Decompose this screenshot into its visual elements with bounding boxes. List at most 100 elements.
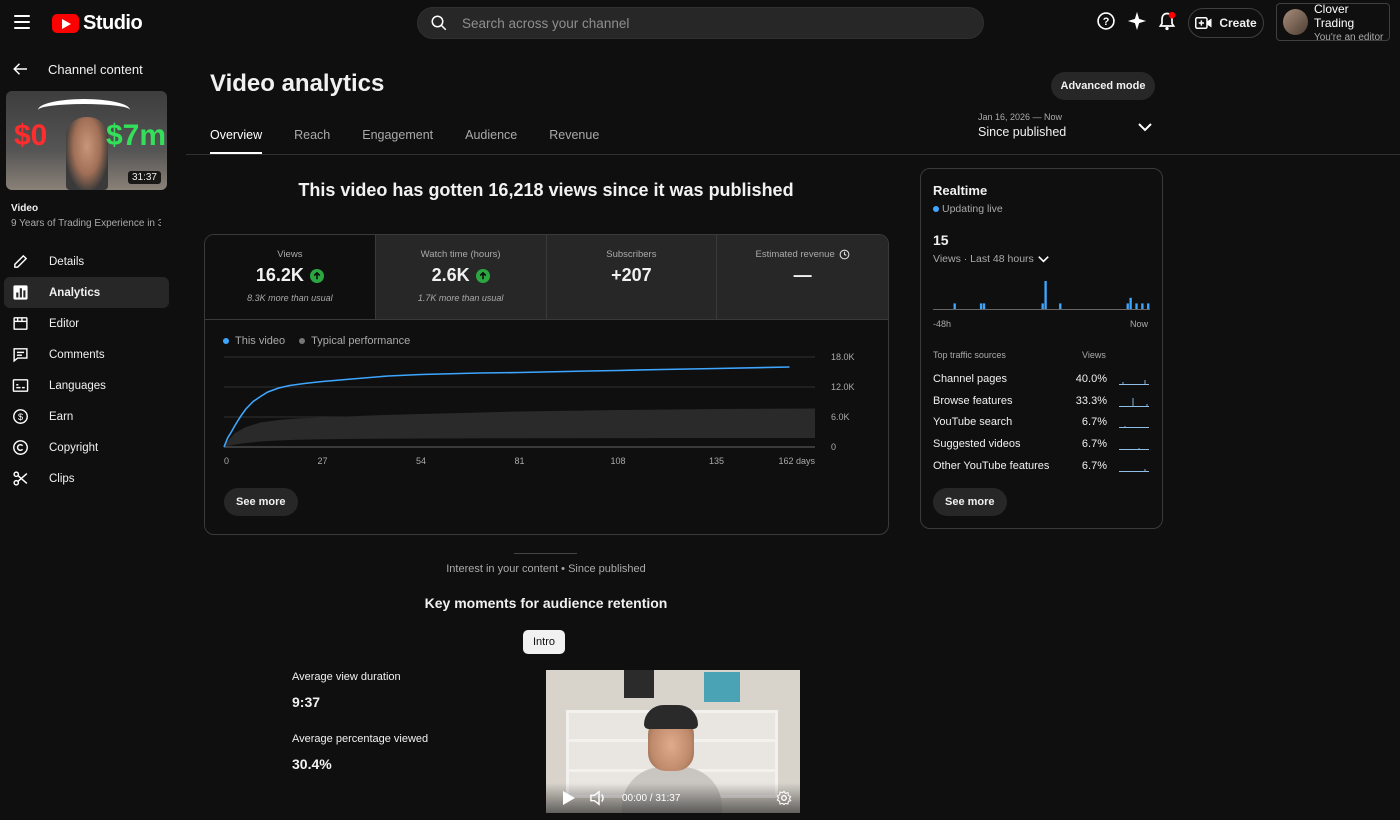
realtime-metric-selector[interactable]: Views · Last 48 hours bbox=[933, 253, 1049, 265]
menu-icon[interactable] bbox=[14, 15, 30, 29]
tab-engagement[interactable]: Engagement bbox=[362, 128, 434, 142]
metric-value: 16.2K bbox=[255, 265, 304, 285]
svg-text:?: ? bbox=[1103, 16, 1110, 28]
legend-this-video: This video bbox=[223, 335, 285, 347]
traffic-source-pct: 6.7% bbox=[1081, 438, 1107, 451]
account-name: Clover Trading bbox=[1313, 1, 1355, 30]
sparkle-icon[interactable] bbox=[1127, 11, 1147, 31]
traffic-source-sparkline bbox=[1119, 448, 1149, 451]
back-to-channel-content[interactable]: Channel content bbox=[12, 60, 143, 78]
volume-icon[interactable] bbox=[590, 790, 608, 806]
sidebar-item-languages[interactable]: Languages bbox=[4, 370, 169, 401]
section-divider bbox=[514, 553, 577, 554]
traffic-source-row: Browse features 33.3% bbox=[933, 390, 1151, 412]
sidebar-item-copyright[interactable]: Copyright bbox=[4, 432, 169, 463]
help-icon[interactable]: ? bbox=[1096, 11, 1116, 31]
metric-value: — bbox=[793, 265, 812, 285]
traffic-source-pct: 40.0% bbox=[1075, 373, 1107, 385]
realtime-bar bbox=[1135, 303, 1138, 309]
sidebar-item-editor[interactable]: Editor bbox=[4, 308, 169, 339]
sidebar-item-label: Analytics bbox=[49, 286, 101, 299]
tab-overview[interactable]: Overview bbox=[210, 128, 263, 154]
sidebar-item-label: Clips bbox=[49, 472, 75, 485]
video-player[interactable]: 00:00 / 31:37 bbox=[546, 670, 800, 813]
realtime-see-more-button[interactable]: See more bbox=[933, 488, 1007, 516]
studio-logo[interactable]: Studio bbox=[52, 12, 143, 35]
x-tick-label: 54 bbox=[416, 456, 426, 466]
tab-audience[interactable]: Audience bbox=[465, 128, 518, 142]
metric-views[interactable]: Views 16.2K 8.3K more than usual bbox=[205, 235, 376, 319]
video-thumbnail[interactable]: $0 $7m 31:37 bbox=[6, 91, 167, 190]
pencil-icon bbox=[12, 253, 29, 270]
traffic-source-pct: 33.3% bbox=[1075, 394, 1107, 407]
realtime-bar bbox=[1059, 303, 1062, 309]
y-tick-label: 12.0K bbox=[831, 382, 855, 392]
video-label: Video bbox=[11, 203, 39, 214]
sidebar-item-clips[interactable]: Clips bbox=[4, 463, 169, 494]
wall-decor bbox=[624, 670, 654, 698]
search-icon bbox=[431, 15, 447, 31]
date-range-selector[interactable]: Jan 16, 2026 — Now Since published bbox=[978, 112, 1066, 139]
traffic-source-row: Other YouTube features 6.7% bbox=[933, 455, 1151, 477]
back-arrow-icon bbox=[13, 63, 27, 75]
realtime-bar bbox=[1126, 303, 1129, 309]
advanced-mode-button[interactable]: Advanced mode bbox=[1051, 72, 1155, 100]
views-line-chart: 18.0K 12.0K 6.0K 0 0 27 54 81 108 135 162 days bbox=[223, 352, 855, 466]
sidebar-item-label: Comments bbox=[49, 348, 105, 361]
see-more-button[interactable]: See more bbox=[224, 488, 298, 516]
views-headline: This video has gotten 16,218 views since… bbox=[298, 180, 794, 200]
thumbnail-person bbox=[66, 117, 108, 190]
scissors-icon bbox=[12, 470, 29, 487]
chevron-down-icon[interactable] bbox=[1138, 122, 1152, 132]
analytics-icon bbox=[12, 284, 29, 301]
realtime-bar-chart bbox=[933, 281, 1150, 310]
search-bar[interactable] bbox=[417, 7, 984, 39]
avg-percentage-value: 30.4% bbox=[292, 756, 332, 772]
key-moments-title: Key moments for audience retention bbox=[424, 595, 668, 611]
earn-icon: $ bbox=[12, 408, 29, 425]
sidebar-item-label: Details bbox=[49, 255, 85, 268]
sidebar: Channel content $0 $7m 31:37 Video 9 Yea… bbox=[0, 46, 186, 820]
settings-gear-icon[interactable] bbox=[776, 790, 792, 806]
metric-subscribers[interactable]: Subscribers +207 bbox=[546, 235, 718, 319]
traffic-source-row: Channel pages 40.0% bbox=[933, 368, 1151, 390]
metric-label: Subscribers bbox=[606, 249, 657, 260]
sidebar-item-label: Languages bbox=[49, 379, 106, 392]
tab-revenue[interactable]: Revenue bbox=[549, 128, 600, 142]
traffic-source-sparkline bbox=[1119, 397, 1149, 407]
sidebar-item-details[interactable]: Details bbox=[4, 246, 169, 277]
realtime-count: 15 bbox=[933, 232, 949, 248]
x-tick-label: 27 bbox=[317, 456, 327, 466]
languages-icon bbox=[12, 377, 29, 394]
analytics-tabs: Overview Reach Engagement Audience Reven… bbox=[210, 128, 631, 154]
video-add-icon bbox=[1195, 17, 1212, 29]
traffic-source-sparkline bbox=[1119, 380, 1149, 385]
x-tick-label: 162 days bbox=[778, 456, 815, 466]
create-button[interactable]: Create bbox=[1188, 8, 1264, 38]
intro-chip[interactable]: Intro bbox=[523, 630, 565, 654]
play-icon[interactable] bbox=[562, 790, 576, 806]
main-content: Video analytics Advanced mode Overview R… bbox=[186, 46, 1400, 820]
thumbnail-arrow bbox=[38, 99, 130, 121]
metric-value: +207 bbox=[611, 265, 652, 285]
y-tick-label: 6.0K bbox=[831, 412, 850, 422]
metric-estimated-revenue[interactable]: Estimated revenue — bbox=[717, 235, 888, 319]
date-range-dates: Jan 16, 2026 — Now bbox=[978, 112, 1063, 122]
search-input[interactable] bbox=[462, 15, 942, 31]
x-tick-label: 0 bbox=[224, 456, 229, 466]
metric-watch-time[interactable]: Watch time (hours) 2.6K 1.7K more than u… bbox=[375, 235, 547, 319]
thumbnail-text-right: $7m bbox=[106, 119, 167, 152]
comments-icon bbox=[12, 346, 29, 363]
live-dot-icon bbox=[933, 206, 939, 212]
sidebar-item-comments[interactable]: Comments bbox=[4, 339, 169, 370]
metric-label: Views bbox=[277, 249, 303, 260]
sidebar-item-earn[interactable]: $ Earn bbox=[4, 401, 169, 432]
metric-comparison: 8.3K more than usual bbox=[247, 293, 333, 303]
sidebar-item-analytics[interactable]: Analytics bbox=[4, 277, 169, 308]
metric-comparison: 1.7K more than usual bbox=[417, 293, 504, 303]
metric-label: Estimated revenue bbox=[755, 249, 835, 260]
account-switcher[interactable]: Clover Trading You're an editor bbox=[1276, 1, 1390, 43]
notifications-icon[interactable] bbox=[1157, 11, 1177, 31]
tab-reach[interactable]: Reach bbox=[294, 128, 331, 142]
video-title: 9 Years of Trading Experience in 3... bbox=[11, 218, 161, 229]
